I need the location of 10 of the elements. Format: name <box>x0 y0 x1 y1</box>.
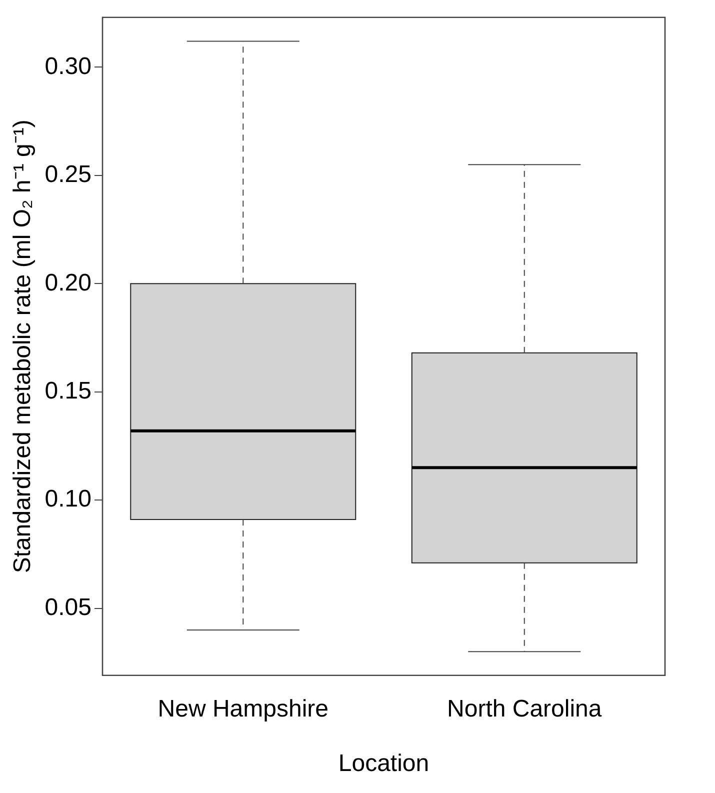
y-axis-title: Standardized metabolic rate (ml O₂ h⁻¹ g⁻¹) <box>9 120 36 574</box>
y-tick-label: 0.05 <box>44 594 92 621</box>
x-tick-label: New Hampshire <box>158 695 328 722</box>
y-tick-label: 0.20 <box>44 269 92 296</box>
y-tick-label: 0.30 <box>44 52 92 80</box>
x-axis-title: Location <box>338 750 430 778</box>
y-tick-label: 0.25 <box>44 161 92 188</box>
y-tick-label: 0.15 <box>44 377 92 404</box>
x-tick-label: North Carolina <box>447 695 602 722</box>
y-tick-label: 0.10 <box>44 486 92 513</box>
